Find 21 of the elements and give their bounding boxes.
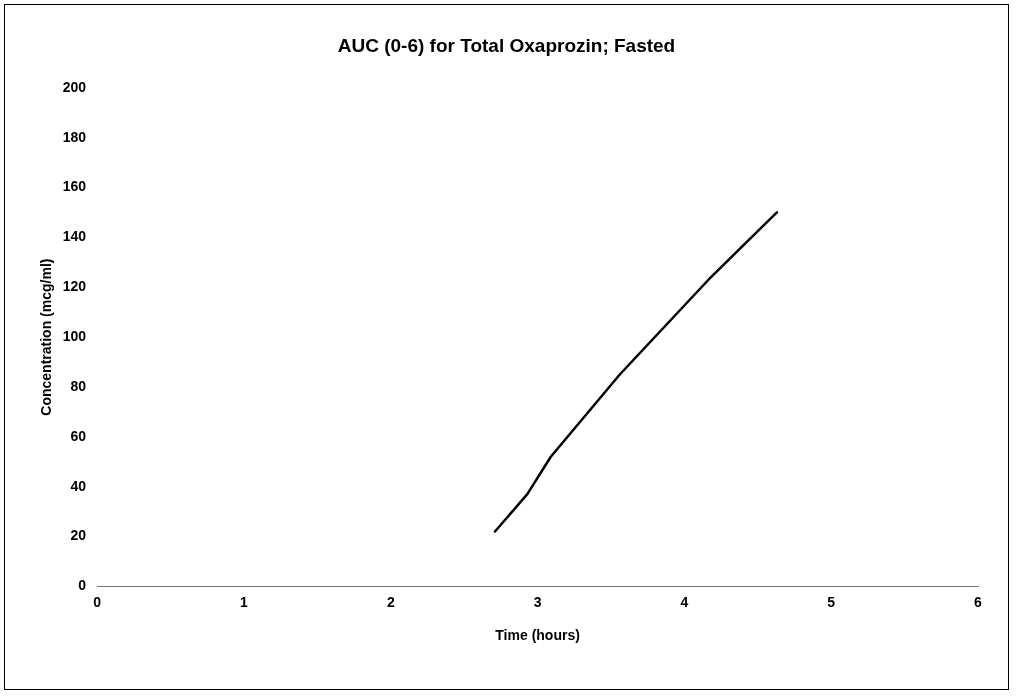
y-axis-title: Concentration (mcg/ml) — [38, 258, 55, 416]
x-tick-label: 2 — [386, 593, 395, 610]
y-tick-label: 20 — [70, 527, 87, 544]
chart-title: AUC (0-6) for Total Oxaprozin; Fasted — [337, 34, 676, 56]
y-tick-label: 0 — [78, 577, 87, 594]
x-tick-label: 4 — [680, 593, 689, 610]
y-tick-label: 200 — [62, 78, 87, 95]
x-axis-title: Time (hours) — [495, 627, 580, 644]
y-tick-label: 140 — [62, 228, 87, 245]
x-tick-label: 6 — [974, 593, 983, 610]
x-tick-label: 1 — [240, 593, 249, 610]
y-tick-label: 100 — [62, 327, 87, 344]
y-tick-label: 120 — [62, 278, 87, 295]
x-tick-label: 5 — [827, 593, 836, 610]
y-tick-label: 180 — [62, 128, 87, 145]
y-tick-label: 80 — [70, 377, 87, 394]
x-tick-label: 0 — [93, 593, 102, 610]
x-tick-label: 3 — [533, 593, 542, 610]
y-tick-label: 40 — [70, 477, 87, 494]
y-tick-label: 160 — [62, 178, 87, 195]
y-tick-label: 60 — [70, 427, 87, 444]
